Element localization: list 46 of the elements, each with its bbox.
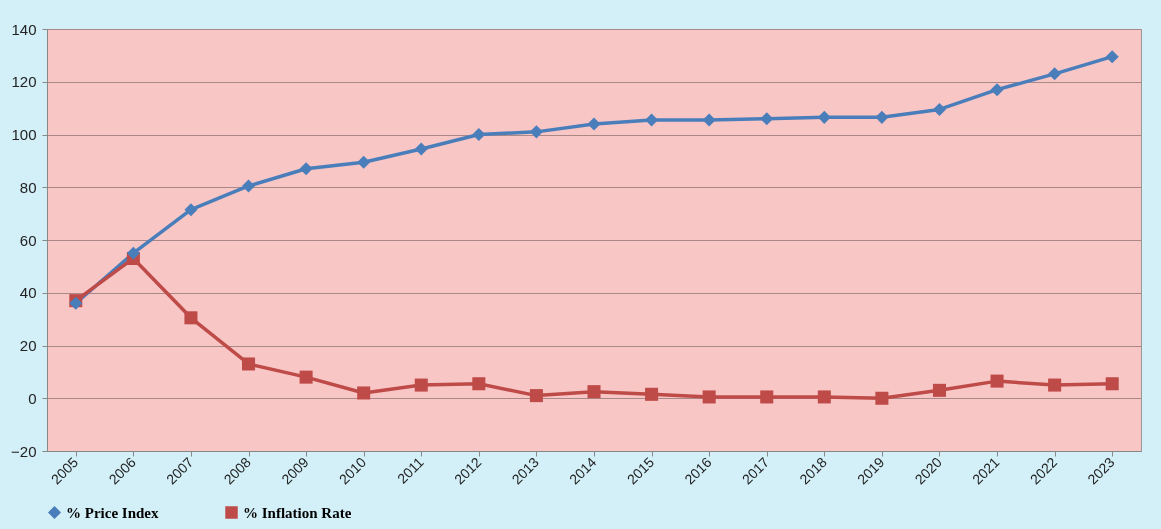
point	[932, 102, 946, 116]
point	[817, 390, 831, 404]
point	[1105, 50, 1119, 64]
y-tick-label: 140	[11, 20, 37, 38]
y-tick-label: 100	[11, 126, 37, 143]
point	[184, 311, 198, 325]
point	[932, 383, 946, 397]
point	[817, 110, 831, 124]
point	[529, 125, 543, 139]
point	[702, 390, 716, 404]
point	[1048, 378, 1062, 392]
point	[414, 378, 428, 392]
y-tick-label: 40	[19, 284, 37, 302]
point	[242, 179, 256, 193]
point	[587, 385, 601, 399]
point	[299, 370, 313, 384]
point	[299, 162, 313, 176]
y-tick-label: 80	[19, 178, 37, 196]
legend-label: % Price Index	[66, 504, 159, 521]
point	[242, 357, 256, 371]
point	[472, 127, 486, 142]
point	[414, 142, 428, 156]
point	[357, 386, 371, 400]
point	[184, 203, 198, 217]
point	[990, 83, 1004, 97]
point	[990, 374, 1004, 388]
point	[126, 246, 140, 260]
point	[645, 387, 659, 401]
point	[587, 117, 601, 131]
point	[875, 391, 889, 405]
y-tick-label: 120	[11, 73, 37, 91]
point	[760, 112, 774, 126]
point	[357, 155, 371, 169]
point	[1048, 67, 1062, 81]
y-tick-label: 20	[19, 337, 37, 354]
point	[472, 377, 486, 391]
point	[645, 113, 659, 127]
point	[760, 390, 774, 404]
point	[1105, 377, 1119, 391]
point	[529, 389, 543, 403]
point	[875, 110, 889, 124]
y-tick-label: −20	[11, 442, 37, 460]
y-tick-label: 60	[19, 231, 37, 249]
y-tick-label: 0	[28, 389, 37, 407]
legend-label: % Inflation Rate	[243, 504, 352, 521]
point	[702, 113, 716, 127]
